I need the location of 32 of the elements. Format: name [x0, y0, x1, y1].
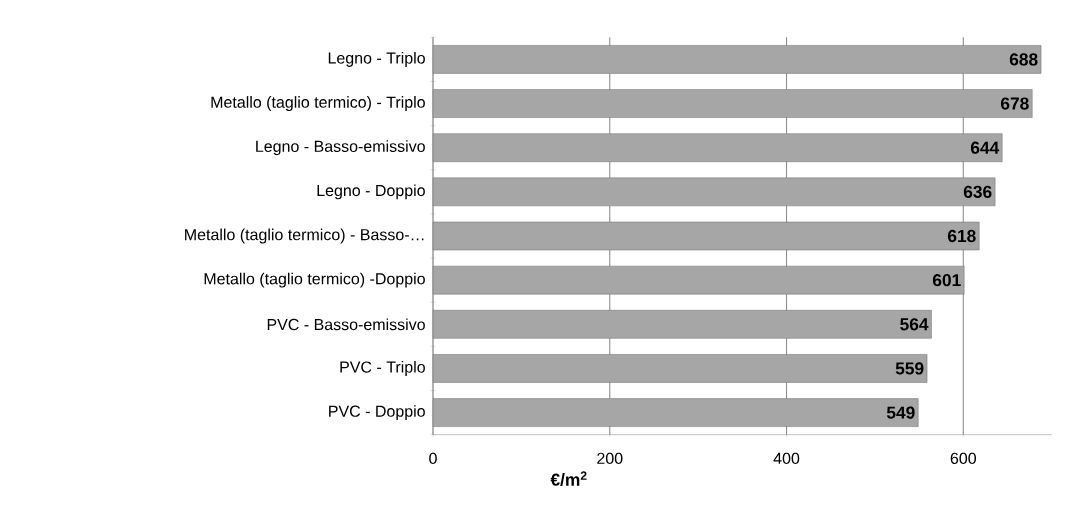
bar	[432, 398, 919, 427]
y-tick-label: Metallo (taglio termico) -Doppio	[204, 272, 425, 288]
x-tick-label: 600	[950, 452, 977, 465]
x-axis-title: €/m$^{2}$	[550, 471, 587, 486]
y-tick-label: PVC - Triplo	[340, 360, 425, 376]
bar	[432, 133, 1003, 162]
y-tick-label: Metallo (taglio termico) - Triplo	[211, 96, 425, 112]
bar	[432, 45, 1042, 74]
bar	[432, 89, 1033, 118]
y-tick-label: Metallo (taglio termico) - Basso-…	[185, 228, 424, 244]
data-label: 618	[947, 229, 976, 243]
data-label: 678	[1000, 97, 1029, 110]
x-tick-label: 0	[429, 452, 437, 465]
bar	[432, 221, 980, 251]
bar	[432, 354, 928, 383]
y-tick-label: Legno - Doppio	[317, 184, 425, 200]
y-tick-label: PVC - Basso-emissivo	[267, 318, 425, 331]
data-label: 636	[963, 185, 992, 198]
x-tick-label: 400	[773, 452, 800, 465]
bar	[432, 177, 996, 207]
y-tick-label: Legno - Basso-emissivo	[256, 140, 425, 156]
x-tick-label: 200	[597, 452, 623, 465]
data-label: 644	[970, 141, 1000, 154]
data-label: 559	[895, 362, 924, 375]
data-label: 549	[886, 406, 915, 419]
data-label: 688	[1009, 53, 1038, 66]
data-label: 601	[932, 274, 961, 287]
bar	[432, 310, 932, 339]
y-tick-label: Legno - Triplo	[328, 51, 425, 67]
bar	[432, 265, 965, 295]
data-label: 564	[900, 318, 929, 331]
y-tick-label: PVC - Doppio	[329, 405, 425, 421]
